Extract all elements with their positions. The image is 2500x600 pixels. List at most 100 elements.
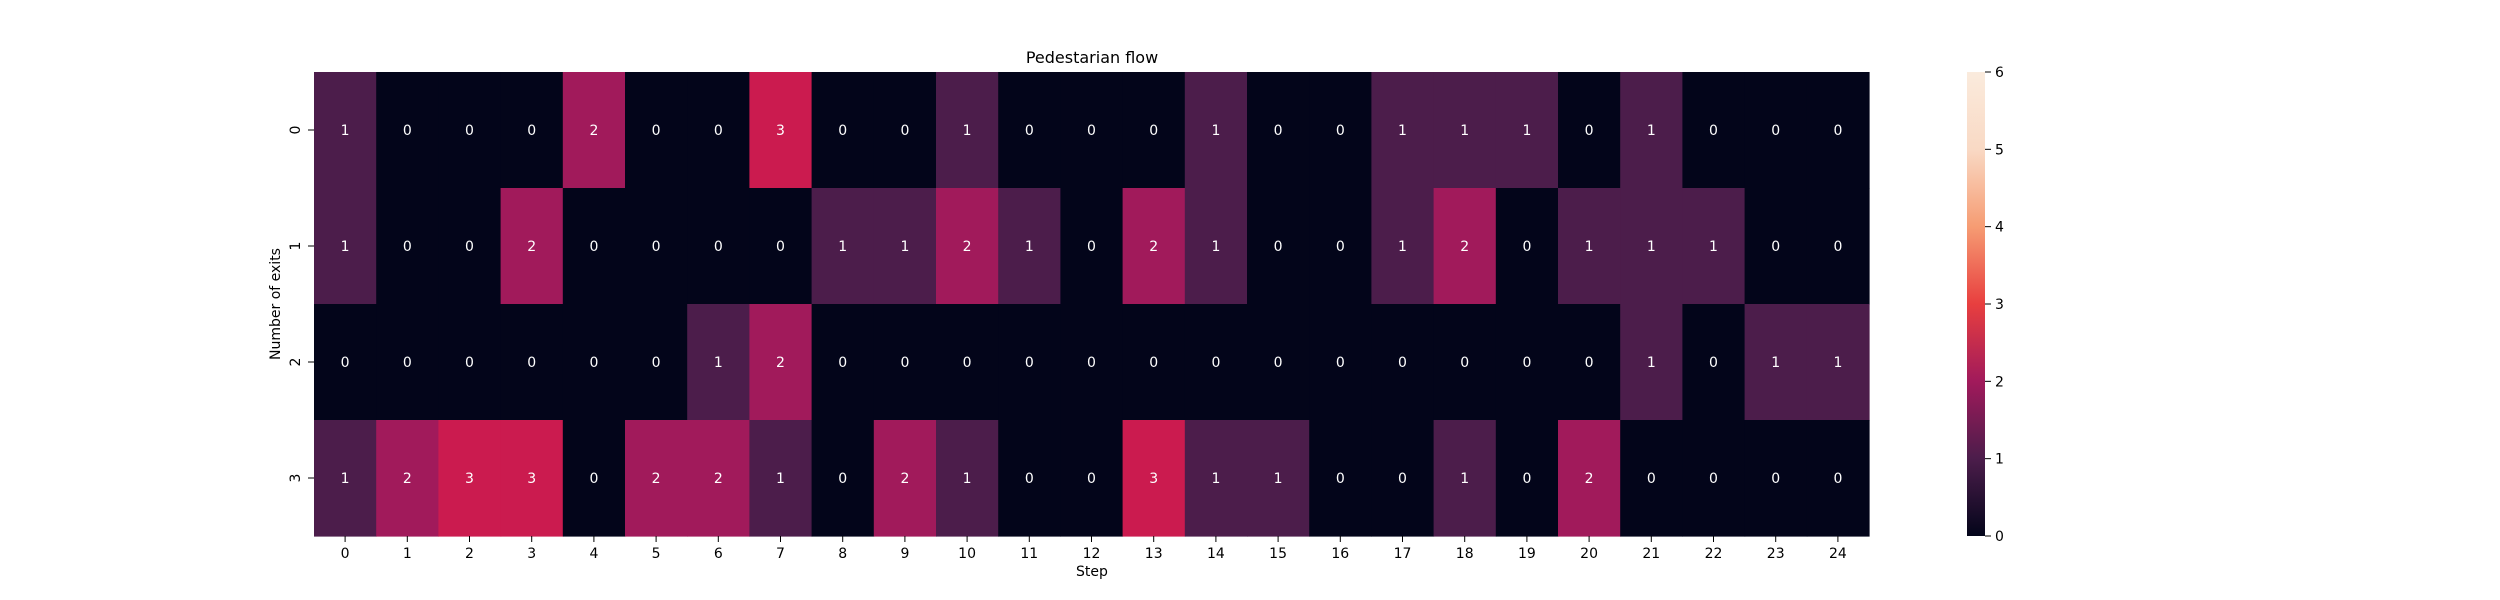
cell-value-label: 1 (1647, 239, 1656, 255)
cell-value-label: 0 (1336, 355, 1345, 371)
cell-value-label: 0 (1398, 355, 1407, 371)
x-tick-label: 6 (714, 546, 723, 562)
heatmap-cell (873, 188, 937, 305)
cell-value-label: 0 (403, 355, 412, 371)
cell-value-label: 1 (1585, 239, 1594, 255)
x-tick-label: 5 (652, 546, 661, 562)
heatmap-cell (500, 188, 564, 305)
heatmap-cell (438, 72, 502, 189)
heatmap-cell (625, 420, 688, 537)
heatmap-cell (873, 304, 937, 421)
cell-value-label: 0 (1585, 123, 1594, 139)
heatmap-cell (1433, 188, 1497, 305)
cell-value-label: 1 (900, 239, 909, 255)
cell-value-label: 0 (1087, 123, 1096, 139)
heatmap-cell (811, 420, 875, 537)
cell-value-label: 0 (1771, 239, 1780, 255)
y-tick-label: 0 (288, 126, 304, 135)
cell-value-label: 1 (1398, 123, 1407, 139)
cell-value-label: 0 (900, 355, 909, 371)
colorbar-tick-label: 2 (1995, 374, 2004, 390)
heatmap-cell (687, 420, 750, 537)
heatmap-cell (1495, 420, 1559, 537)
heatmap-cell (1122, 188, 1186, 305)
cell-value-label: 0 (1025, 471, 1034, 487)
cell-value-label: 0 (838, 123, 847, 139)
heatmap-cell (1247, 420, 1310, 537)
colorbar-tick-label: 4 (1995, 220, 2004, 236)
x-tick-label: 22 (1705, 546, 1723, 562)
cell-value-label: 3 (1149, 471, 1158, 487)
cell-value-label: 0 (1211, 355, 1220, 371)
heatmap-cell (1371, 72, 1435, 189)
cell-value-label: 2 (589, 123, 598, 139)
x-tick-label: 16 (1331, 546, 1349, 562)
heatmap-cell (749, 72, 813, 189)
cell-value-label: 0 (465, 239, 474, 255)
heatmap-cell (1184, 420, 1248, 537)
cell-value-label: 2 (776, 355, 785, 371)
heatmap-cell (1060, 72, 1124, 189)
x-tick-label: 15 (1269, 546, 1287, 562)
cell-value-label: 1 (838, 239, 847, 255)
x-tick-label: 14 (1207, 546, 1225, 562)
cell-value-label: 1 (1025, 239, 1034, 255)
x-tick-label: 0 (341, 546, 350, 562)
heatmap-cell (500, 420, 564, 537)
cell-value-label: 3 (527, 471, 536, 487)
cell-value-label: 1 (1460, 123, 1469, 139)
heatmap-cell (687, 304, 750, 421)
cell-value-label: 1 (1647, 355, 1656, 371)
x-tick-label: 24 (1829, 546, 1847, 562)
cell-value-label: 0 (838, 471, 847, 487)
cell-value-label: 0 (589, 471, 598, 487)
cell-value-label: 1 (1398, 239, 1407, 255)
heatmap-cell (873, 420, 937, 537)
cell-value-label: 3 (465, 471, 474, 487)
cell-value-label: 2 (527, 239, 536, 255)
cell-value-label: 1 (341, 239, 350, 255)
y-axis-ticks: 0 1 2 3 (288, 126, 314, 482)
cell-value-label: 0 (1336, 123, 1345, 139)
x-tick-label: 8 (838, 546, 847, 562)
heatmap-cell (1060, 304, 1124, 421)
heatmap-cell (1806, 304, 1870, 421)
heatmap-cell (1744, 304, 1808, 421)
heatmap-cell (1558, 304, 1621, 421)
chart-title: Pedestarian flow (1026, 48, 1158, 67)
x-axis-label: Step (1076, 564, 1108, 580)
cell-value-label: 3 (776, 123, 785, 139)
cell-value-label: 0 (652, 123, 661, 139)
cell-value-label: 0 (1025, 355, 1034, 371)
cell-value-label: 2 (1149, 239, 1158, 255)
heatmap-cell (1495, 72, 1559, 189)
cell-value-label: 0 (527, 123, 536, 139)
heatmap-cell (1682, 188, 1746, 305)
heatmap-cell (1558, 188, 1621, 305)
heatmap-cell (998, 304, 1061, 421)
heatmap-cell (1122, 72, 1186, 189)
cell-value-label: 1 (1460, 471, 1469, 487)
cell-value-label: 0 (589, 239, 598, 255)
heatmap-cell (376, 304, 439, 421)
heatmap-cell (376, 188, 439, 305)
x-tick-label: 4 (589, 546, 598, 562)
y-axis-label: Number of exits (268, 248, 284, 360)
cell-value-label: 0 (403, 239, 412, 255)
colorbar-tick-label: 1 (1995, 452, 2004, 468)
cell-value-label: 0 (1709, 471, 1718, 487)
x-tick-label: 9 (900, 546, 909, 562)
heatmap-cell (1371, 304, 1435, 421)
cell-value-label: 0 (1336, 239, 1345, 255)
heatmap-cell (1309, 188, 1372, 305)
y-tick-label: 2 (288, 358, 304, 367)
heatmap-cell (500, 72, 564, 189)
heatmap-cell (1433, 420, 1497, 537)
cell-value-label: 0 (1833, 123, 1842, 139)
cell-value-label: 0 (1087, 471, 1096, 487)
heatmap-cell (749, 304, 813, 421)
heatmap-cell (1620, 420, 1683, 537)
heatmap-cell (1495, 188, 1559, 305)
cell-value-label: 0 (589, 355, 598, 371)
